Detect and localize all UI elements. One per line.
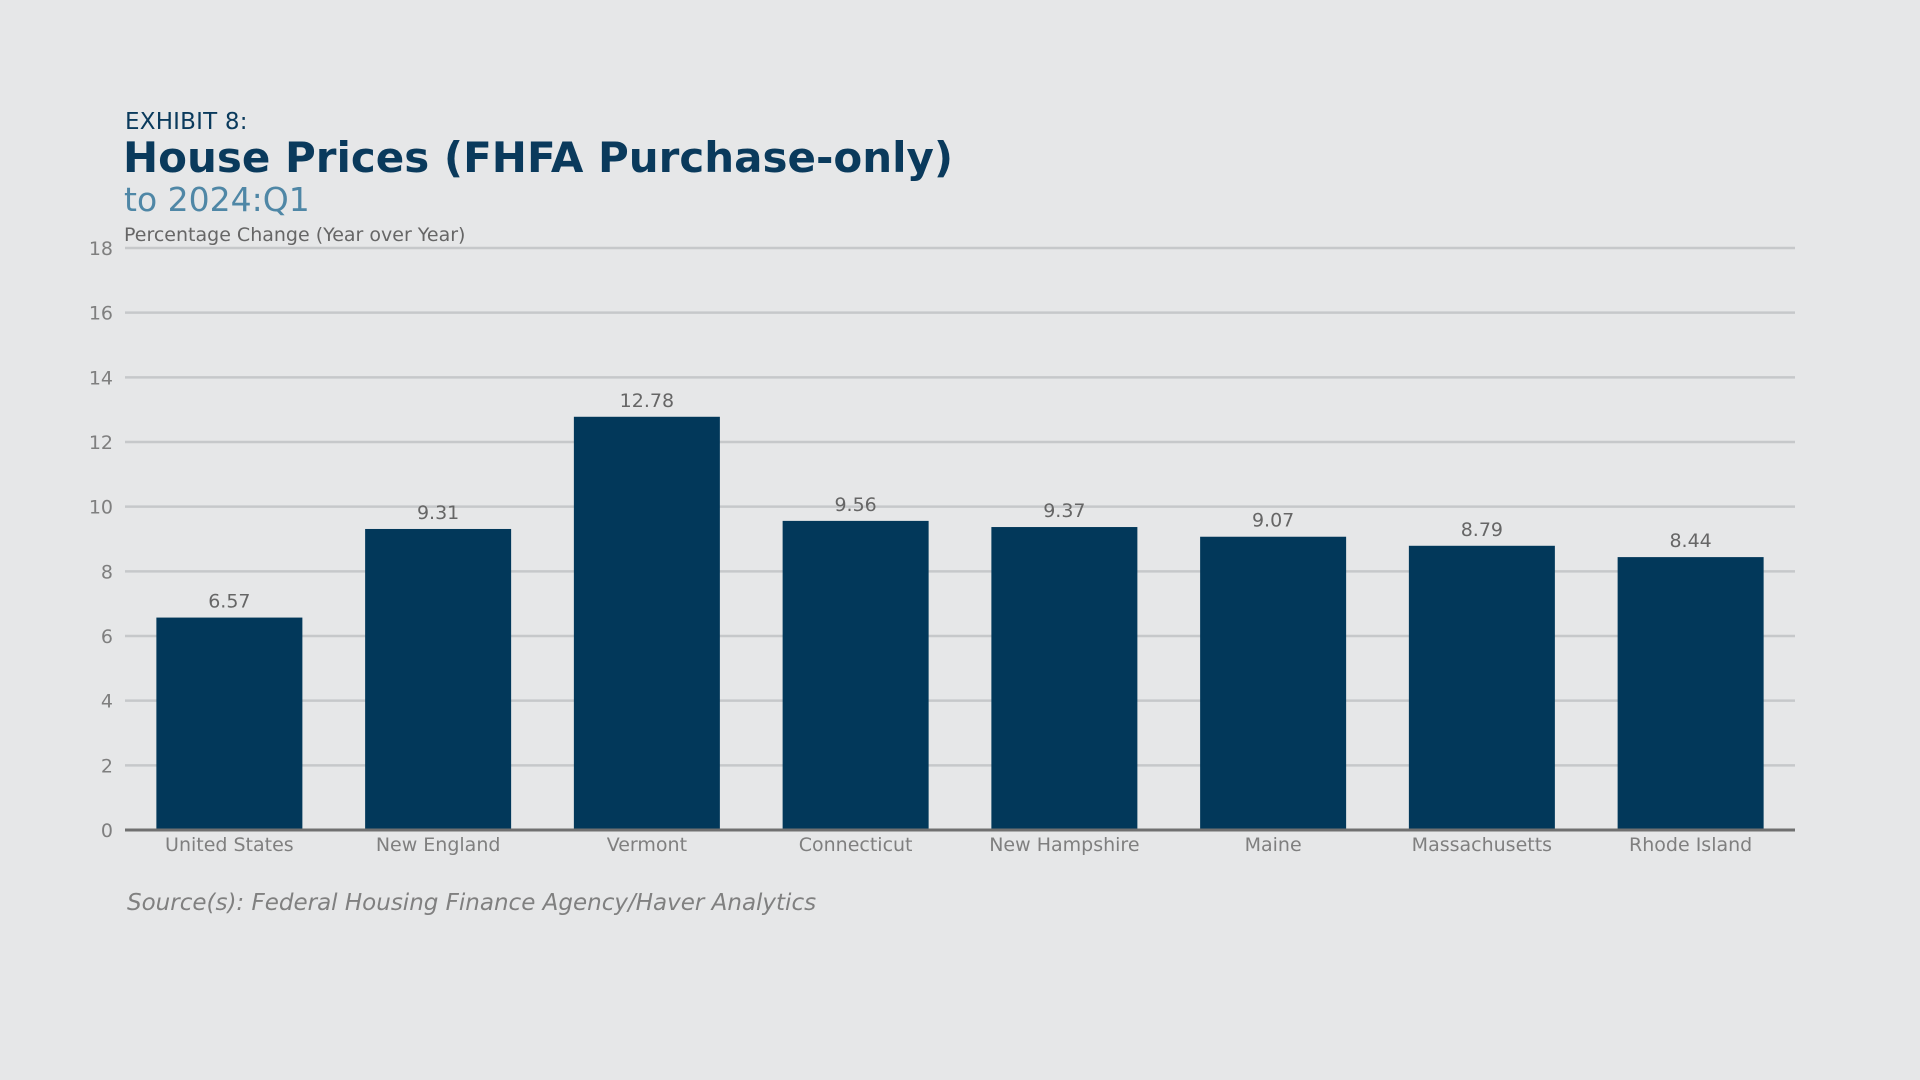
x-axis-ticks: United States New England Vermont Connectic…: [165, 834, 1752, 856]
chart-subtitle: to 2024:Q1: [124, 180, 310, 219]
bar-value-label: 9.31: [417, 502, 459, 524]
y-tick-label: 18: [89, 238, 113, 260]
y-axis-label: Percentage Change (Year over Year): [124, 224, 466, 246]
exhibit-label: EXHIBIT 8:: [125, 109, 248, 135]
bar: [782, 520, 929, 830]
x-tick-label: Connecticut: [799, 834, 913, 856]
y-tick-label: 16: [89, 303, 113, 325]
data-labels: 6.57 9.31 12.78 9.56 9.37 9.07 8.79 8.44: [208, 390, 1712, 613]
bar-value-label: 12.78: [620, 390, 674, 412]
x-tick-label: New England: [376, 834, 501, 856]
bar-value-label: 8.44: [1669, 530, 1711, 552]
y-tick-label: 2: [101, 755, 113, 777]
bar: [1617, 557, 1764, 830]
bar: [573, 416, 720, 830]
bar: [1408, 545, 1555, 830]
bars: [156, 416, 1764, 830]
chart-title: House Prices (FHFA Purchase-only): [123, 133, 954, 182]
y-tick-label: 14: [89, 367, 113, 389]
source-note: Source(s): Federal Housing Finance Agenc…: [127, 890, 817, 916]
bar-value-label: 6.57: [208, 591, 250, 613]
bar: [156, 617, 303, 830]
y-tick-label: 4: [101, 691, 113, 713]
y-tick-label: 8: [101, 561, 113, 583]
x-tick-label: Massachusetts: [1412, 834, 1552, 856]
bar-value-label: 9.37: [1043, 500, 1085, 522]
bar: [365, 528, 512, 830]
y-tick-label: 12: [89, 432, 113, 454]
bar: [991, 527, 1138, 830]
x-tick-label: New Hampshire: [989, 834, 1139, 856]
x-tick-label: Vermont: [607, 834, 687, 856]
x-tick-label: Rhode Island: [1629, 834, 1752, 856]
y-axis-ticks: 0 2 4 6 8 10 12 14 16 18: [89, 238, 113, 842]
y-tick-label: 10: [89, 497, 113, 519]
y-tick-label: 6: [101, 626, 113, 648]
x-tick-label: Maine: [1245, 834, 1302, 856]
bar-value-label: 9.07: [1252, 510, 1294, 532]
x-tick-label: United States: [165, 834, 294, 856]
bar-value-label: 9.56: [834, 494, 876, 516]
bar-value-label: 8.79: [1461, 519, 1503, 541]
y-tick-label: 0: [101, 820, 113, 842]
bar: [1200, 536, 1347, 830]
